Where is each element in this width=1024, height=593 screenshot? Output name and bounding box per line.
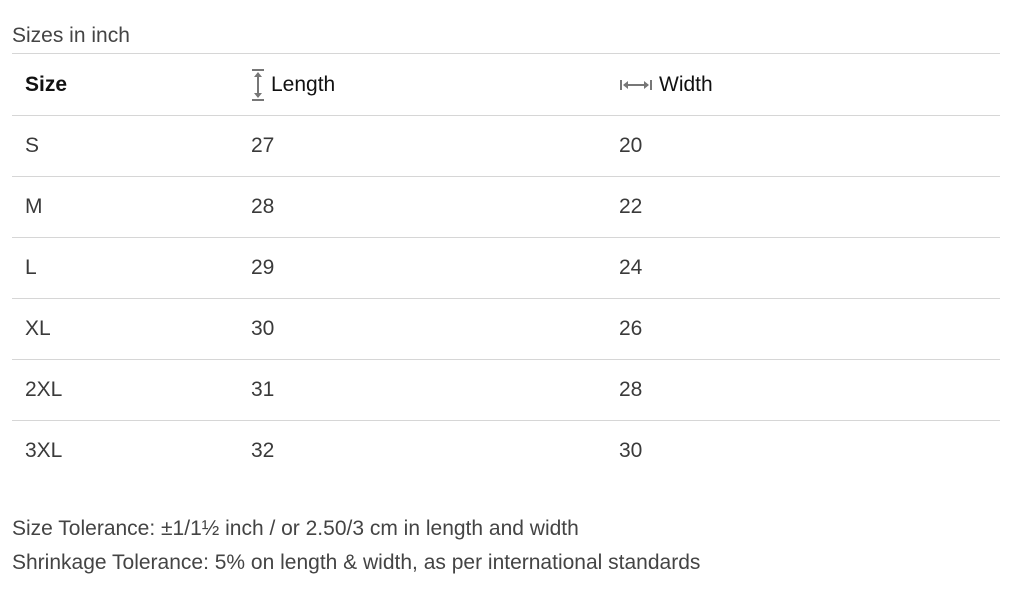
table-cell: XL: [25, 317, 51, 340]
table-cell: 24: [619, 256, 643, 279]
table-cell: 30: [619, 439, 643, 462]
table-row: 3XL 32 30: [12, 421, 1000, 481]
caption: Sizes in inch: [12, 24, 130, 47]
table-cell: 3XL: [25, 439, 63, 462]
size-table: Size Length Width S 27 20 M 28 22 L 29 24 XL: [12, 53, 1000, 481]
table-cell: 29: [251, 256, 275, 279]
header-text: Length: [271, 72, 336, 96]
note: Size Tolerance: ±1/1½ inch / or 2.50/3 c…: [12, 517, 579, 540]
table-row: 2XL 31 28: [12, 360, 1000, 421]
header-cell: Width: [619, 54, 713, 115]
header-row: Size Length Width: [12, 54, 1000, 116]
table-cell: 2XL: [25, 378, 63, 401]
table-row: XL 30 26: [12, 299, 1000, 360]
table-row: L 29 24: [12, 238, 1000, 299]
table-row: M 28 22: [12, 177, 1000, 238]
table-cell: 22: [619, 195, 643, 218]
table-cell: 32: [251, 439, 275, 462]
header-cell: Size: [25, 54, 67, 115]
table-cell: 28: [251, 195, 275, 218]
table-cell: 31: [251, 378, 275, 401]
table-cell: 26: [619, 317, 643, 340]
length-icon: [252, 68, 264, 101]
table-cell: S: [25, 134, 40, 157]
header-text: Size: [25, 72, 68, 96]
table-row: S 27 20: [12, 116, 1000, 177]
notes: Size Tolerance: ±1/1½ inch / or 2.50/3 c…: [12, 512, 700, 580]
table-cell: L: [25, 256, 37, 279]
table-cell: 20: [619, 134, 643, 157]
width-icon: [620, 79, 652, 90]
note: Shrinkage Tolerance: 5% on length & widt…: [12, 551, 701, 574]
header-cell: Length: [251, 54, 335, 115]
table-cell: 30: [251, 317, 275, 340]
table-cell: M: [25, 195, 43, 218]
header-text: Width: [659, 72, 713, 96]
table-cell: 27: [251, 134, 275, 157]
table-cell: 28: [619, 378, 643, 401]
